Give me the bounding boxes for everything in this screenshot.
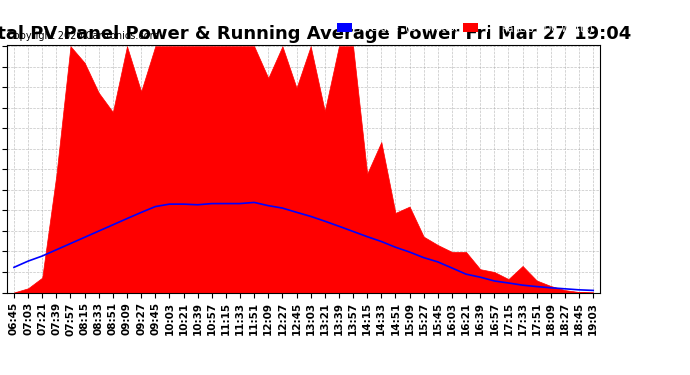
Text: Copyright 2020 Cartronics.com: Copyright 2020 Cartronics.com: [7, 32, 159, 41]
Title: Total PV Panel Power & Running Average Power Fri Mar 27 19:04: Total PV Panel Power & Running Average P…: [0, 26, 632, 44]
Legend: Average  (DC Watts), PV Panels  (DC Watts): Average (DC Watts), PV Panels (DC Watts): [334, 20, 595, 36]
